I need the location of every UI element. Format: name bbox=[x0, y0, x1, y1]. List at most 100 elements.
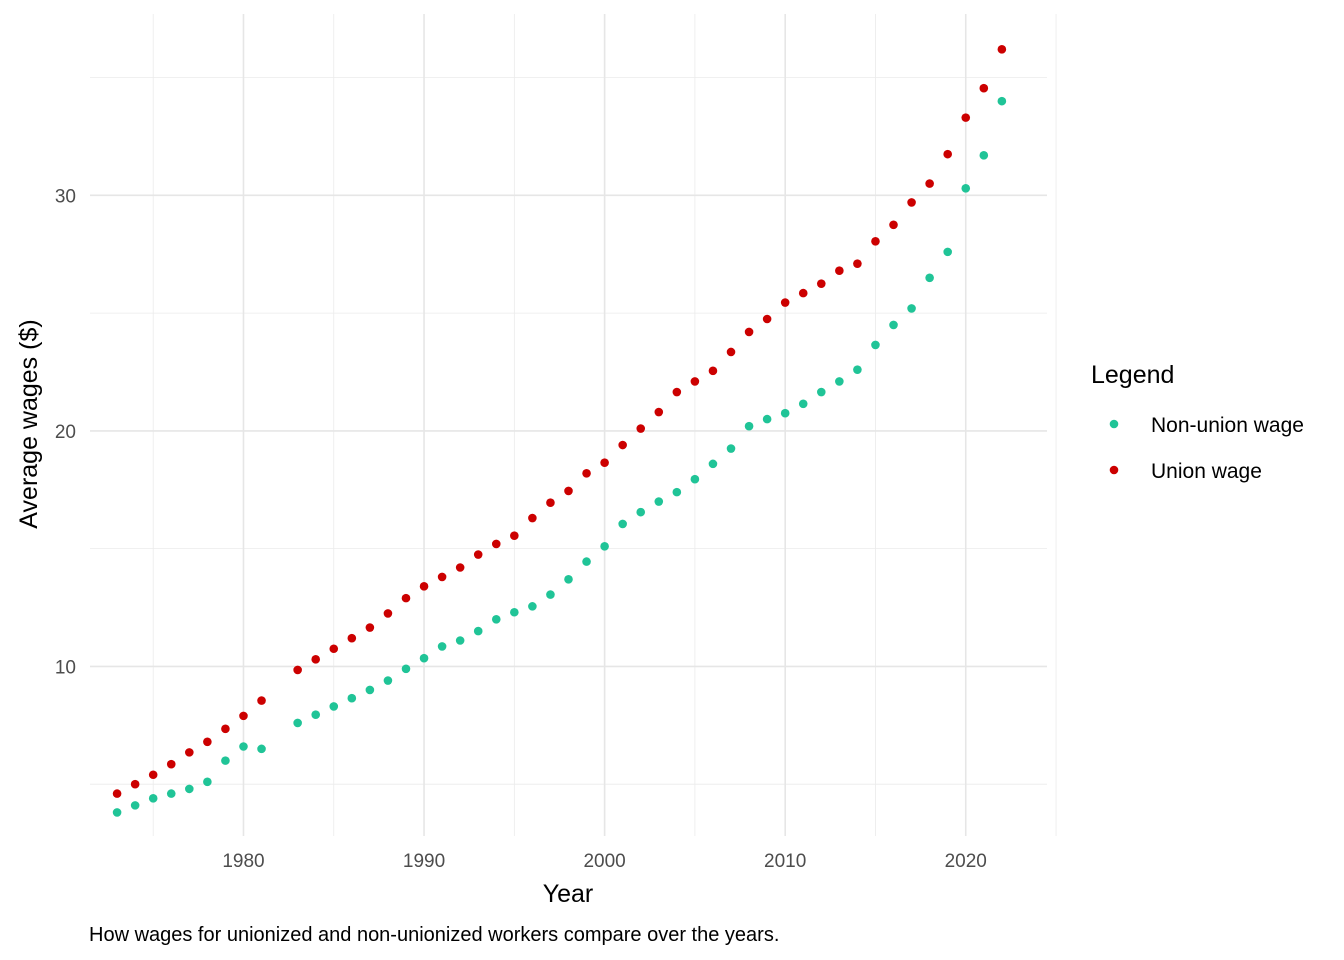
point-union-wage bbox=[744, 327, 754, 337]
point-union-wage bbox=[491, 539, 501, 549]
point-union-wage bbox=[618, 440, 627, 450]
point-union-wage bbox=[437, 572, 447, 582]
point-non-union-wage bbox=[762, 414, 772, 424]
point-union-wage bbox=[654, 407, 664, 417]
point-non-union-wage bbox=[401, 664, 411, 674]
point-union-wage bbox=[835, 266, 844, 276]
point-union-wage bbox=[871, 236, 880, 246]
point-non-union-wage bbox=[997, 96, 1007, 106]
point-non-union-wage bbox=[979, 151, 989, 160]
point-non-union-wage bbox=[618, 519, 627, 529]
y-axis-title: Average wages ($) bbox=[15, 319, 43, 528]
point-non-union-wage bbox=[510, 607, 519, 617]
point-union-wage bbox=[148, 770, 158, 780]
major-gridlines bbox=[90, 14, 1047, 836]
point-union-wage bbox=[347, 633, 357, 643]
point-non-union-wage bbox=[528, 602, 537, 611]
point-non-union-wage bbox=[437, 642, 447, 651]
x-tick-label: 1990 bbox=[403, 851, 445, 872]
point-union-wage bbox=[473, 550, 483, 559]
point-non-union-wage bbox=[726, 444, 736, 453]
point-non-union-wage bbox=[672, 487, 682, 497]
point-non-union-wage bbox=[564, 574, 573, 584]
legend: Legend Non-union wage Union wage bbox=[1091, 361, 1304, 483]
point-non-union-wage bbox=[654, 497, 664, 506]
point-union-wage bbox=[690, 377, 700, 386]
point-union-wage bbox=[329, 644, 339, 654]
point-union-wage bbox=[455, 563, 465, 572]
point-non-union-wage bbox=[780, 408, 790, 418]
point-union-wage bbox=[672, 387, 682, 397]
point-union-wage bbox=[907, 198, 916, 207]
point-non-union-wage bbox=[112, 808, 122, 817]
point-union-wage bbox=[780, 298, 790, 307]
point-non-union-wage bbox=[871, 340, 880, 350]
point-union-wage bbox=[528, 513, 537, 523]
point-non-union-wage bbox=[203, 777, 212, 787]
legend-label-non-union: Non-union wage bbox=[1151, 414, 1304, 437]
point-union-wage bbox=[961, 113, 971, 122]
point-union-wage bbox=[293, 665, 302, 675]
point-union-wage bbox=[130, 779, 140, 789]
point-non-union-wage bbox=[690, 474, 700, 484]
point-union-wage bbox=[564, 486, 573, 496]
point-union-wage bbox=[853, 259, 862, 268]
y-axis-tick-labels: 10 20 30 bbox=[55, 186, 76, 678]
point-union-wage bbox=[311, 655, 321, 664]
point-non-union-wage bbox=[907, 304, 916, 313]
point-union-wage bbox=[708, 366, 718, 376]
point-union-wage bbox=[166, 759, 176, 769]
point-union-wage bbox=[600, 458, 609, 467]
y-tick-label: 20 bbox=[55, 422, 76, 443]
point-union-wage bbox=[762, 314, 772, 324]
point-union-wage bbox=[943, 149, 952, 159]
point-non-union-wage bbox=[311, 710, 321, 720]
point-union-wage bbox=[257, 696, 266, 705]
point-non-union-wage bbox=[816, 387, 826, 397]
point-non-union-wage bbox=[546, 590, 555, 599]
point-union-wage bbox=[239, 711, 248, 721]
legend-title: Legend bbox=[1091, 361, 1174, 389]
x-axis-title: Year bbox=[543, 880, 594, 908]
point-union-wage bbox=[582, 468, 591, 478]
point-union-wage bbox=[221, 724, 230, 734]
point-non-union-wage bbox=[961, 183, 971, 193]
point-union-wage bbox=[636, 424, 646, 433]
point-non-union-wage bbox=[798, 399, 808, 409]
point-non-union-wage bbox=[491, 615, 501, 624]
point-non-union-wage bbox=[239, 742, 248, 751]
point-non-union-wage bbox=[455, 636, 465, 645]
legend-key-union bbox=[1109, 465, 1119, 475]
x-tick-label: 1980 bbox=[222, 851, 264, 872]
point-non-union-wage bbox=[148, 794, 158, 803]
point-union-wage bbox=[510, 531, 519, 540]
point-union-wage bbox=[925, 179, 934, 188]
point-non-union-wage bbox=[582, 557, 591, 566]
chart-caption: How wages for unionized and non-unionize… bbox=[89, 924, 779, 946]
point-non-union-wage bbox=[889, 320, 898, 330]
point-union-wage bbox=[419, 582, 429, 591]
point-union-wage bbox=[383, 609, 393, 618]
point-non-union-wage bbox=[600, 541, 609, 551]
point-non-union-wage bbox=[185, 784, 194, 794]
point-non-union-wage bbox=[365, 685, 375, 695]
point-non-union-wage bbox=[329, 702, 339, 711]
x-axis-tick-labels: 1980 1990 2000 2010 2020 bbox=[222, 851, 987, 872]
x-tick-label: 2020 bbox=[945, 851, 987, 872]
point-non-union-wage bbox=[419, 653, 429, 663]
legend-label-union: Union wage bbox=[1151, 460, 1262, 483]
y-tick-label: 10 bbox=[55, 657, 76, 678]
point-non-union-wage bbox=[473, 626, 483, 636]
point-union-wage bbox=[798, 288, 808, 298]
x-tick-label: 2000 bbox=[583, 851, 625, 872]
point-non-union-wage bbox=[943, 247, 952, 257]
y-tick-label: 30 bbox=[55, 186, 76, 207]
legend-key-non-union bbox=[1109, 419, 1119, 429]
point-union-wage bbox=[889, 220, 898, 230]
point-union-wage bbox=[401, 593, 411, 603]
data-points bbox=[112, 45, 1007, 817]
point-union-wage bbox=[185, 748, 194, 757]
point-union-wage bbox=[997, 45, 1007, 54]
point-non-union-wage bbox=[293, 718, 302, 728]
